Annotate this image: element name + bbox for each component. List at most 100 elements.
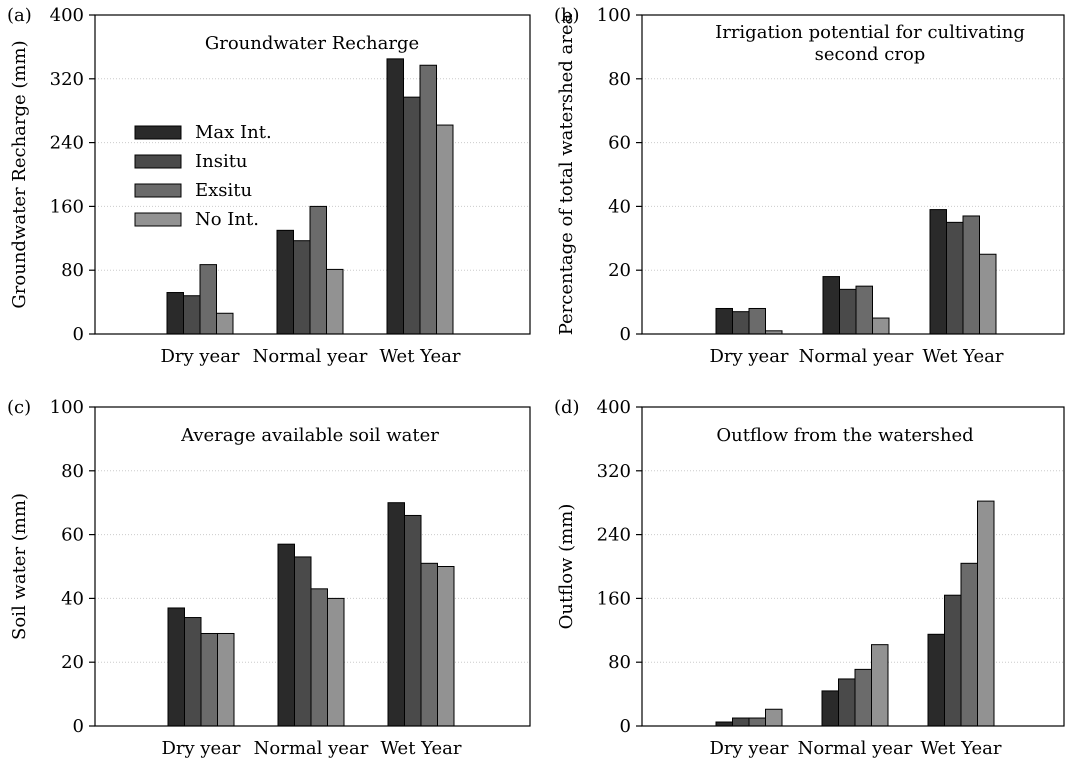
x-tick-label: Normal year <box>799 346 914 367</box>
y-tick-label: 60 <box>61 525 84 546</box>
bar <box>277 543 295 727</box>
bar <box>293 240 311 335</box>
legend-swatch <box>134 154 182 169</box>
bar <box>927 633 945 727</box>
bar <box>199 264 217 335</box>
y-tick-label: 400 <box>597 397 631 418</box>
bar <box>732 717 750 727</box>
y-axis-label: Percentage of total watershed area <box>556 13 577 335</box>
bar <box>979 253 997 335</box>
bar <box>310 588 328 727</box>
bar <box>326 268 344 335</box>
bar <box>294 556 312 727</box>
bar <box>929 209 947 335</box>
bar <box>183 295 201 335</box>
bar <box>821 690 839 727</box>
x-tick-label: Normal year <box>798 738 913 759</box>
bar <box>715 307 733 335</box>
x-tick-label: Wet Year <box>921 738 1002 759</box>
bar <box>946 221 964 335</box>
chart-panel-d: Dry year Normal year Wet Year 0 80 160 240 320 4… <box>554 397 1065 759</box>
bar <box>822 276 840 335</box>
y-tick-label: 240 <box>50 133 84 154</box>
chart-title: Irrigation potential for cultivating <box>715 22 1025 43</box>
x-tick-label: Wet Year <box>381 738 462 759</box>
plot-frame <box>94 14 531 335</box>
chart-panel-c: Dry year Normal year Wet Year 0 20 40 60 80 100 S… <box>7 397 531 759</box>
bar <box>216 312 234 335</box>
bar <box>838 678 856 727</box>
bar <box>184 617 202 727</box>
y-tick-label: 80 <box>608 652 631 673</box>
bar <box>217 632 235 727</box>
x-tick-label: Dry year <box>709 346 788 367</box>
bar <box>327 597 345 727</box>
bar <box>944 594 962 727</box>
y-tick-label: 100 <box>597 5 631 26</box>
y-tick-label: 80 <box>608 69 631 90</box>
bar <box>960 562 978 727</box>
panel-label: (a) <box>7 5 32 26</box>
panel-label: (c) <box>7 397 31 418</box>
y-tick-label: 60 <box>608 133 631 154</box>
bar <box>437 566 455 727</box>
y-tick-label: 400 <box>50 5 84 26</box>
legend-swatch <box>134 183 182 198</box>
bar <box>436 124 454 335</box>
legend-label: Max Int. <box>195 122 272 143</box>
bar <box>403 96 421 335</box>
plot-frame <box>94 406 531 727</box>
y-tick-label: 0 <box>73 324 84 345</box>
y-tick-label: 320 <box>50 69 84 90</box>
plot-frame <box>641 14 1065 335</box>
bar <box>200 632 218 727</box>
y-tick-label: 80 <box>61 260 84 281</box>
legend-label: Insitu <box>195 151 248 172</box>
y-tick-label: 0 <box>620 716 631 737</box>
bar <box>839 288 857 335</box>
bar <box>387 502 405 727</box>
y-axis-label: Soil water (mm) <box>9 493 30 640</box>
plot-frame <box>641 406 1065 727</box>
x-tick-label: Normal year <box>253 346 368 367</box>
y-tick-label: 160 <box>597 588 631 609</box>
legend-label: Exsitu <box>195 180 252 201</box>
bar <box>872 317 890 335</box>
x-tick-label: Wet Year <box>923 346 1004 367</box>
bar <box>166 292 184 335</box>
bar <box>419 64 437 335</box>
y-tick-label: 40 <box>608 196 631 217</box>
bar <box>748 307 766 335</box>
bar <box>748 717 766 727</box>
panel-label: (d) <box>554 397 580 418</box>
y-tick-label: 0 <box>73 716 84 737</box>
bar <box>276 229 294 335</box>
bar <box>404 514 422 727</box>
y-tick-label: 160 <box>50 196 84 217</box>
bar <box>732 311 750 335</box>
y-tick-label: 100 <box>50 397 84 418</box>
bar <box>977 500 995 727</box>
x-tick-label: Normal year <box>254 738 369 759</box>
chart-panel-b: Dry year Normal year Wet Year 0 20 40 60 80 100 P… <box>554 5 1065 367</box>
y-axis-label: Groundwater Recharge (mm) <box>9 40 30 308</box>
y-tick-label: 80 <box>61 461 84 482</box>
legend-swatch <box>134 212 182 227</box>
chart-title: Groundwater Recharge <box>205 33 419 54</box>
y-axis-label: Outflow (mm) <box>556 504 577 630</box>
y-tick-label: 240 <box>597 525 631 546</box>
bar <box>854 668 872 727</box>
y-tick-label: 20 <box>608 260 631 281</box>
bar <box>167 607 185 727</box>
chart-title: Outflow from the watershed <box>716 425 973 446</box>
x-tick-label: Wet Year <box>380 346 461 367</box>
bar <box>871 644 889 727</box>
chart-panel-a: Dry year Normal year Wet Year 0 80 160 240 320 4… <box>7 5 531 367</box>
y-tick-label: 40 <box>61 588 84 609</box>
bar <box>962 215 980 335</box>
bar <box>386 58 404 335</box>
legend-swatch <box>134 125 182 140</box>
y-tick-label: 20 <box>61 652 84 673</box>
bar <box>420 562 438 727</box>
